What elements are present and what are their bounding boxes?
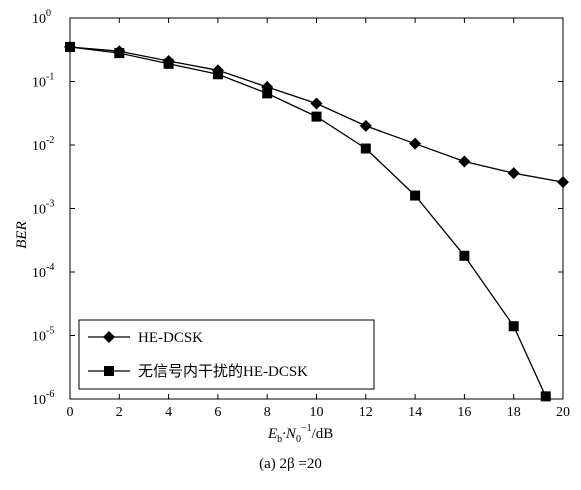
x-tick-label: 20 — [556, 405, 570, 420]
x-tick-label: 0 — [67, 405, 74, 420]
x-tick-label: 4 — [165, 405, 172, 420]
data-point-square — [410, 190, 421, 201]
data-point-diamond — [409, 137, 422, 150]
data-point-square — [508, 321, 519, 332]
legend: HE-DCSK 无信号内干扰的HE-DCSK — [78, 319, 375, 390]
data-point-square — [360, 143, 371, 154]
data-point-square — [459, 250, 470, 261]
y-tick-label: 10-3 — [32, 199, 54, 218]
x-tick-label: 10 — [310, 405, 324, 420]
y-tick-label: 10-1 — [32, 72, 54, 91]
data-point-square — [311, 111, 322, 122]
data-point-square — [212, 69, 223, 80]
legend-marker-diamond — [103, 331, 115, 343]
data-point-square — [65, 41, 75, 52]
data-point-square — [163, 58, 174, 69]
series-layer — [64, 40, 569, 402]
x-tick-label: 12 — [359, 405, 373, 420]
x-axis-title: Eb·N0−1/dB — [267, 423, 333, 445]
y-axis-title: BER — [14, 221, 30, 249]
legend-box — [78, 319, 375, 390]
x-tick-label: 6 — [214, 405, 221, 420]
y-tick-labels: 100 10-1 10-2 10-3 10-4 10-5 10-6 — [32, 8, 54, 408]
y-tick-label: 100 — [32, 8, 51, 27]
figure-caption: (a) 2β =20 — [259, 456, 322, 472]
data-point-diamond — [458, 155, 471, 168]
x-tick-labels: 0 2 4 6 8 10 12 14 16 18 20 — [67, 405, 571, 420]
y-tick-label: 10-6 — [32, 389, 54, 408]
x-tick-label: 14 — [408, 405, 422, 420]
axis-ticks — [69, 17, 564, 400]
data-point-diamond — [507, 167, 520, 180]
y-tick-label: 10-5 — [32, 326, 54, 345]
y-tick-label: 10-4 — [32, 262, 54, 281]
data-point-diamond — [557, 176, 569, 189]
legend-label-series-0: HE-DCSK — [138, 330, 203, 346]
legend-label-series-1: 无信号内干扰的HE-DCSK — [138, 363, 308, 380]
data-point-square — [262, 88, 273, 99]
data-point-diamond — [359, 119, 372, 132]
x-tick-label: 18 — [507, 405, 521, 420]
x-tick-label: 8 — [264, 405, 271, 420]
y-tick-label: 10-2 — [32, 135, 54, 154]
legend-marker-square — [104, 366, 114, 376]
x-tick-label: 16 — [457, 405, 471, 420]
data-point-diamond — [310, 97, 323, 110]
x-tick-label: 2 — [116, 405, 123, 420]
data-point-square — [540, 391, 551, 402]
data-point-square — [114, 48, 125, 59]
